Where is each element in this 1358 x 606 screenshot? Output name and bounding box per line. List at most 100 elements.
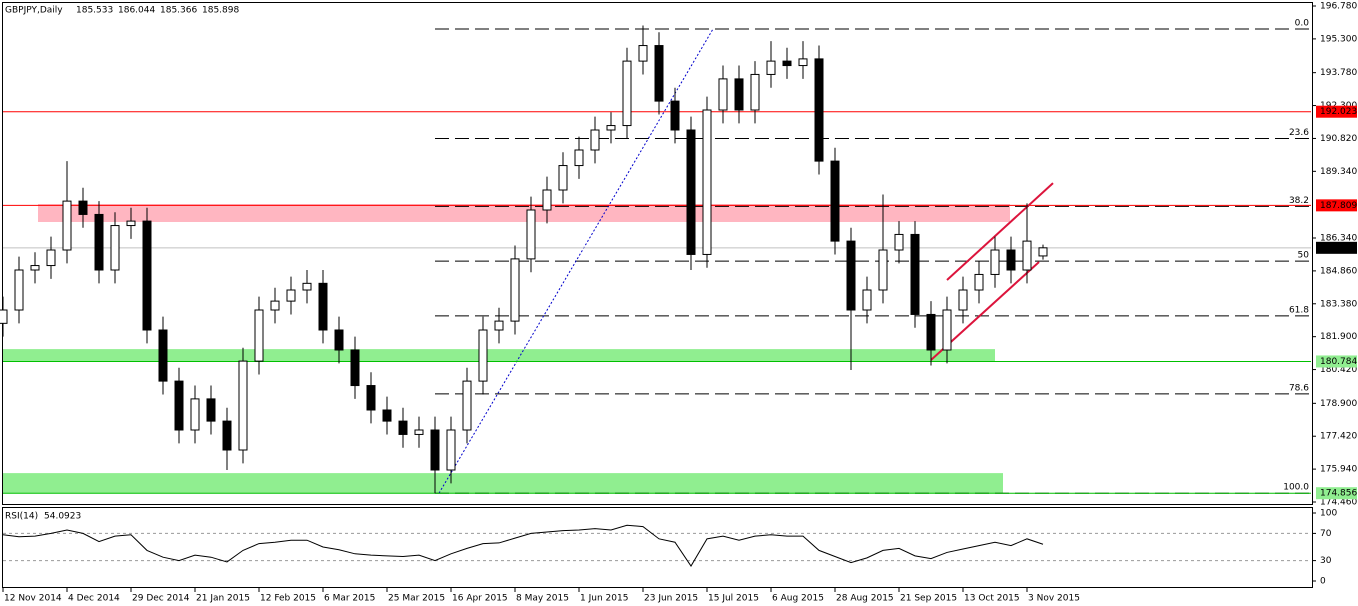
candle-body	[62, 200, 72, 251]
y-tick-label: 181.900	[1320, 332, 1357, 342]
candle-body	[862, 289, 872, 311]
y-tick-label: 193.780	[1320, 68, 1357, 78]
candle-body	[974, 273, 984, 291]
main-panel	[2, 2, 1313, 505]
fib-label: 100.0	[1283, 483, 1309, 493]
rsi-tick-label: 30	[1320, 556, 1332, 566]
candle-body	[382, 409, 392, 422]
fib-label: 38.2	[1289, 196, 1309, 206]
candle-body	[78, 200, 88, 215]
rsi-line	[2, 524, 1044, 567]
candle-body	[878, 249, 888, 291]
y-tick-label: 178.900	[1320, 399, 1357, 409]
candle-body	[494, 320, 504, 331]
rsi-name: RSI(14)	[5, 512, 38, 522]
candle-body	[670, 100, 680, 131]
x-tick-label: 25 Mar 2015	[388, 594, 445, 604]
plot	[0, 25, 1311, 494]
candle-body	[590, 129, 600, 151]
candle-body	[782, 60, 792, 67]
level-label: 185.898	[1320, 243, 1357, 253]
header-close: 185.898	[202, 6, 239, 16]
level-label: 187.809	[1320, 201, 1357, 211]
level-label-box	[1316, 355, 1357, 368]
x-tick-label: 23 Jun 2015	[644, 594, 698, 604]
x-tick-label: 6 Mar 2015	[324, 594, 375, 604]
fib-trend	[438, 28, 714, 494]
candle-body	[718, 78, 728, 111]
candle-body	[446, 429, 456, 471]
x-tick-label: 1 Jun 2015	[580, 594, 628, 604]
y-tick-label: 195.300	[1320, 34, 1357, 44]
x-tick-label: 13 Oct 2015	[964, 594, 1020, 604]
x-tick-label: 28 Aug 2015	[836, 594, 894, 604]
level-label-box	[1316, 241, 1357, 254]
candle-body	[1006, 249, 1016, 271]
candle-body	[414, 429, 424, 435]
candle-body	[798, 58, 808, 67]
header-low: 185.366	[160, 6, 197, 16]
candle-body	[206, 398, 216, 422]
level-label-box	[1316, 487, 1357, 500]
y-tick-label: 186.340	[1320, 234, 1357, 244]
candle-body	[142, 220, 152, 331]
rsi-panel	[2, 507, 1313, 588]
candle-body	[846, 240, 856, 311]
candle-body	[638, 45, 648, 62]
candle-body	[574, 149, 584, 167]
candle-body	[110, 225, 120, 271]
rsi-tick-label: 100	[1320, 509, 1337, 519]
y-tick-label: 177.420	[1320, 432, 1357, 442]
zone	[3, 473, 1003, 494]
candle-body	[430, 429, 440, 471]
candle-body	[942, 309, 952, 351]
candle-body	[814, 58, 824, 162]
fib-label: 50	[1298, 251, 1310, 261]
candle-body	[286, 289, 296, 302]
y-tick-label: 190.820	[1320, 134, 1357, 144]
candle-body	[238, 360, 248, 451]
candle-body	[318, 282, 328, 331]
candle-body	[14, 269, 24, 311]
candle-body	[254, 309, 264, 362]
chart-title: GBPJPY,Daily	[5, 6, 63, 16]
candle-body	[0, 309, 8, 324]
candle-body	[158, 329, 168, 382]
candle-body	[606, 125, 616, 131]
x-tick-label: 12 Feb 2015	[260, 594, 316, 604]
candle-body	[510, 258, 520, 322]
candle-body	[894, 233, 904, 251]
candle-body	[990, 249, 1000, 275]
y-tick-label: 175.940	[1320, 465, 1357, 475]
level-label: 180.784	[1320, 357, 1357, 367]
y-tick-label: 180.420	[1320, 365, 1357, 375]
candle-body	[126, 220, 136, 227]
candle-body	[190, 398, 200, 431]
x-tick-label: 6 Aug 2015	[772, 594, 824, 604]
level-label: 174.856	[1320, 489, 1357, 499]
x-tick-label: 8 May 2015	[516, 594, 569, 604]
candle-body	[830, 160, 840, 242]
candle-body	[958, 289, 968, 311]
rsi-tick-label: 0	[1320, 577, 1326, 587]
fib-label: 61.8	[1289, 305, 1309, 315]
level-label: 192.023	[1320, 107, 1357, 117]
candle-body	[30, 265, 40, 271]
candle-body	[686, 129, 696, 255]
candle-body	[174, 380, 184, 431]
channel-line	[946, 182, 1054, 281]
rsi-current: 54.0923	[44, 512, 81, 522]
header-high: 186.044	[118, 6, 155, 16]
candle-body	[910, 233, 920, 315]
x-tick-label: 29 Dec 2014	[132, 594, 190, 604]
candle-body	[94, 213, 104, 271]
candle-body	[558, 165, 568, 191]
rsi-tick-label: 70	[1320, 529, 1332, 539]
candle-body	[734, 78, 744, 111]
level-label-box	[1316, 105, 1357, 118]
candle-body	[702, 109, 712, 255]
y-tick-label: 183.380	[1320, 299, 1357, 309]
candle-body	[766, 60, 776, 75]
